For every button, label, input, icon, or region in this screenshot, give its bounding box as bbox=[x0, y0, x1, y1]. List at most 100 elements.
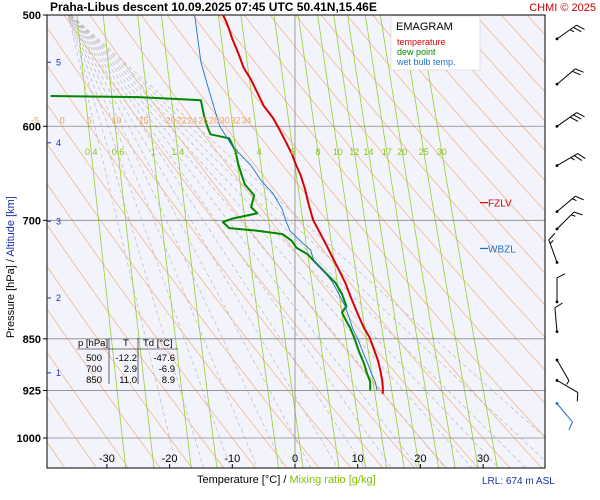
wind-barb-flag bbox=[575, 68, 584, 73]
wind-barb-flag bbox=[576, 392, 579, 402]
legend-dew-point: dew point bbox=[397, 47, 436, 57]
pressure-tick-label: 500 bbox=[23, 10, 41, 22]
legend-temperature: temperature bbox=[397, 37, 446, 47]
wind-barb-staff bbox=[556, 153, 579, 167]
wind-barb-half bbox=[569, 29, 575, 33]
dry-adiabat-line bbox=[47, 396, 97, 468]
wind-barb-dot bbox=[555, 358, 559, 362]
wind-barb-staff bbox=[556, 195, 576, 212]
dry-adiabat-label: 30 bbox=[220, 115, 230, 125]
table-row-700-td: -6.9 bbox=[159, 364, 175, 375]
x-axis-label: Temperature [°C] / Mixing ratio [g/kg] bbox=[197, 474, 376, 486]
temperature-tick-label: 30 bbox=[477, 453, 489, 465]
y-axis-label: Pressure [hPa] / Altitude [km] bbox=[5, 196, 17, 338]
table-row-700-t: 2.9 bbox=[124, 364, 137, 375]
table-header-t: T bbox=[123, 338, 129, 349]
mixing-ratio-line bbox=[273, 15, 340, 468]
wind-barb-flag bbox=[573, 114, 582, 120]
table-row-500-p: 500 bbox=[86, 353, 102, 364]
altitude-tick-label: 4 bbox=[56, 138, 61, 148]
legend-box bbox=[390, 15, 481, 71]
mixing-ratio-line bbox=[137, 15, 192, 468]
mixing-ratio-line bbox=[400, 15, 479, 468]
y-axis-separator: / bbox=[5, 257, 17, 266]
wind-barb-flag bbox=[572, 70, 581, 76]
dry-adiabat-line bbox=[217, 15, 545, 404]
moist-adiabat-line bbox=[70, 15, 545, 438]
dry-adiabat-label: 0 bbox=[60, 115, 65, 125]
dry-adiabat-line bbox=[47, 223, 225, 468]
wind-barb-flag bbox=[556, 273, 566, 279]
mixing-ratio-line bbox=[364, 15, 440, 468]
wind-barb-half bbox=[549, 240, 554, 244]
mixing-ratio-label: 12 bbox=[349, 147, 359, 157]
x-axis-mixing-ratio-label: Mixing ratio [g/kg] bbox=[289, 474, 375, 486]
mixing-ratio-line bbox=[217, 15, 279, 468]
dry-adiabat-line bbox=[269, 15, 545, 338]
mixing-ratio-label: 8 bbox=[315, 147, 320, 157]
mixing-ratio-label: 20 bbox=[397, 147, 407, 157]
pressure-tick-label: 600 bbox=[23, 121, 41, 133]
dry-adiabat-line bbox=[243, 15, 545, 371]
plot-frame bbox=[46, 14, 546, 469]
altitude-tick-label: 3 bbox=[56, 216, 61, 226]
wind-barb-half bbox=[572, 198, 577, 201]
table-row-500-t: -12.2 bbox=[115, 353, 137, 364]
table-row-700-p: 700 bbox=[86, 364, 102, 375]
wind-barb-flag bbox=[577, 153, 586, 159]
wind-barb-staff bbox=[554, 307, 558, 332]
moist-adiabat-line bbox=[70, 15, 499, 468]
wind-barb-dot bbox=[555, 37, 559, 41]
dry-adiabat-label: 34 bbox=[241, 115, 251, 125]
wind-barb-flag bbox=[573, 26, 582, 33]
level-markers: FZLV WBZL bbox=[480, 199, 516, 255]
wind-barb-dot bbox=[555, 124, 559, 128]
mixing-ratio-line bbox=[76, 15, 127, 468]
y-axis-altitude-label: Altitude [km] bbox=[5, 196, 17, 257]
dry-adiabat-label: 20 bbox=[166, 115, 176, 125]
dry-adiabat-label: 32 bbox=[231, 115, 241, 125]
dry-adiabat-line bbox=[346, 15, 545, 243]
dry-adiabat-labels: -5 0 5 10 15 20 22 24 26 28 30 32 34 bbox=[31, 115, 251, 125]
temperature-tick-label: 10 bbox=[352, 453, 364, 465]
wind-barb-staff bbox=[556, 403, 573, 423]
legend-title: EMAGRAM bbox=[396, 21, 453, 33]
mixing-ratio-line bbox=[418, 15, 498, 468]
temperature-tick-label: 20 bbox=[414, 453, 426, 465]
wind-barb-dot bbox=[555, 164, 559, 168]
wind-barb-dot bbox=[555, 402, 559, 405]
wind-barb-flag bbox=[554, 302, 563, 309]
table-header-td: Td [°C] bbox=[143, 338, 173, 349]
mixing-ratio-label: 6 bbox=[290, 147, 295, 157]
dry-adiabat-label: 24 bbox=[187, 115, 197, 125]
dry-adiabat-line bbox=[47, 142, 288, 468]
mixing-ratio-label: 10 bbox=[333, 147, 343, 157]
chmi-credit-link[interactable]: CHMI © 2025 bbox=[529, 2, 596, 14]
wind-barb-flag bbox=[574, 155, 583, 161]
wind-barb bbox=[555, 68, 584, 86]
mixing-ratio-label: 25 bbox=[419, 147, 429, 157]
wind-barb-half bbox=[566, 380, 570, 385]
wind-barb bbox=[555, 153, 586, 168]
dry-adiabats bbox=[47, 15, 545, 468]
wind-barb-dot bbox=[555, 210, 559, 214]
dry-adiabat-line bbox=[140, 15, 511, 468]
summary-table: p [hPa] T Td [°C] 500 -12.2 -47.6 700 2.… bbox=[77, 338, 178, 386]
dry-adiabat-line bbox=[47, 351, 129, 468]
mixing-ratio-line bbox=[333, 15, 405, 468]
dry-adiabat-line bbox=[47, 103, 320, 468]
mixing-ratio-label: 4 bbox=[257, 147, 262, 157]
moist-adiabat-line bbox=[70, 15, 545, 462]
plot-area bbox=[47, 15, 545, 468]
altitude-tick-label: 1 bbox=[56, 368, 61, 378]
wind-barb-staff bbox=[556, 68, 576, 85]
wind-barb-flag bbox=[573, 211, 583, 216]
altitude-tick-label: 2 bbox=[56, 293, 61, 303]
dew-point-line bbox=[50, 95, 372, 391]
temperature-tick-label: -30 bbox=[99, 453, 115, 465]
wind-barb-flag bbox=[568, 421, 573, 431]
wind-barb-flag bbox=[569, 116, 579, 122]
wind-barb bbox=[555, 24, 585, 41]
